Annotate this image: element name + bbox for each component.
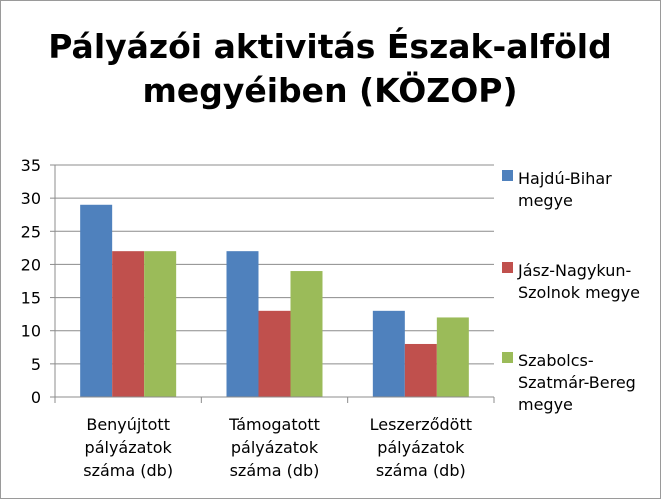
y-tick-label: 20 [21,255,41,274]
legend-label-1: megye [518,191,573,210]
x-axis-labels: Benyújtott pályázatok száma (db) Támogatott… [83,415,472,480]
chart-title: Pályázói aktivitás Észak-alföldmegyéiben… [48,26,611,110]
x-category-label: száma (db) [230,461,320,480]
chart-title-line-2: megyéiben (KÖZOP) [142,70,517,110]
y-tick-label: 0 [31,388,41,407]
y-tick-label: 15 [21,289,41,308]
bar-series-1-cat-2 [226,251,259,397]
x-category-label: száma (db) [83,461,173,480]
chart-title-line-1: Pályázói aktivitás Észak-alföld [48,26,611,66]
x-category-label: Támogatott [228,415,320,434]
x-category-label: Leszerződött [370,415,472,434]
bar-series-2-cat-1 [112,251,145,397]
bar-series-1-cat-3 [372,310,405,397]
legend-label-1: Hajdú-Bihar [518,169,612,188]
legend-label-3: Szatmár-Bereg [518,373,636,392]
legend-swatch-2 [502,262,513,273]
y-tick-label: 10 [21,322,41,341]
x-category-label: pályázatok [231,438,319,457]
axes [54,165,495,403]
x-category-label: száma (db) [376,461,466,480]
legend-swatch-3 [502,352,513,363]
bar-series-3-cat-2 [290,271,323,397]
bar-series-3-cat-3 [436,317,469,397]
y-tick-label: 30 [21,189,41,208]
y-tick-label: 5 [31,355,41,374]
bar-series-2-cat-3 [404,343,437,397]
bar-series-3-cat-1 [144,251,177,397]
legend-label-3: megye [518,395,573,414]
x-category-label: pályázatok [85,438,173,457]
bars [80,204,469,397]
legend-label-2: Jász-Nagykun- [517,261,631,280]
legend: Hajdú-Bihar megye Jász-Nagykun- Szolnok meg… [502,169,640,414]
x-category-label: pályázatok [377,438,465,457]
y-tick-label: 25 [21,222,41,241]
legend-swatch-1 [502,170,513,181]
legend-label-3: Szabolcs- [518,351,594,370]
legend-label-2: Szolnok megye [518,283,640,302]
y-tick-label: 35 [21,156,41,175]
y-axis-ticks: 0 5 10 15 20 25 30 35 [21,156,55,407]
x-category-label: Benyújtott [86,415,170,434]
bar-series-2-cat-2 [258,310,291,397]
bar-series-1-cat-1 [80,204,113,397]
